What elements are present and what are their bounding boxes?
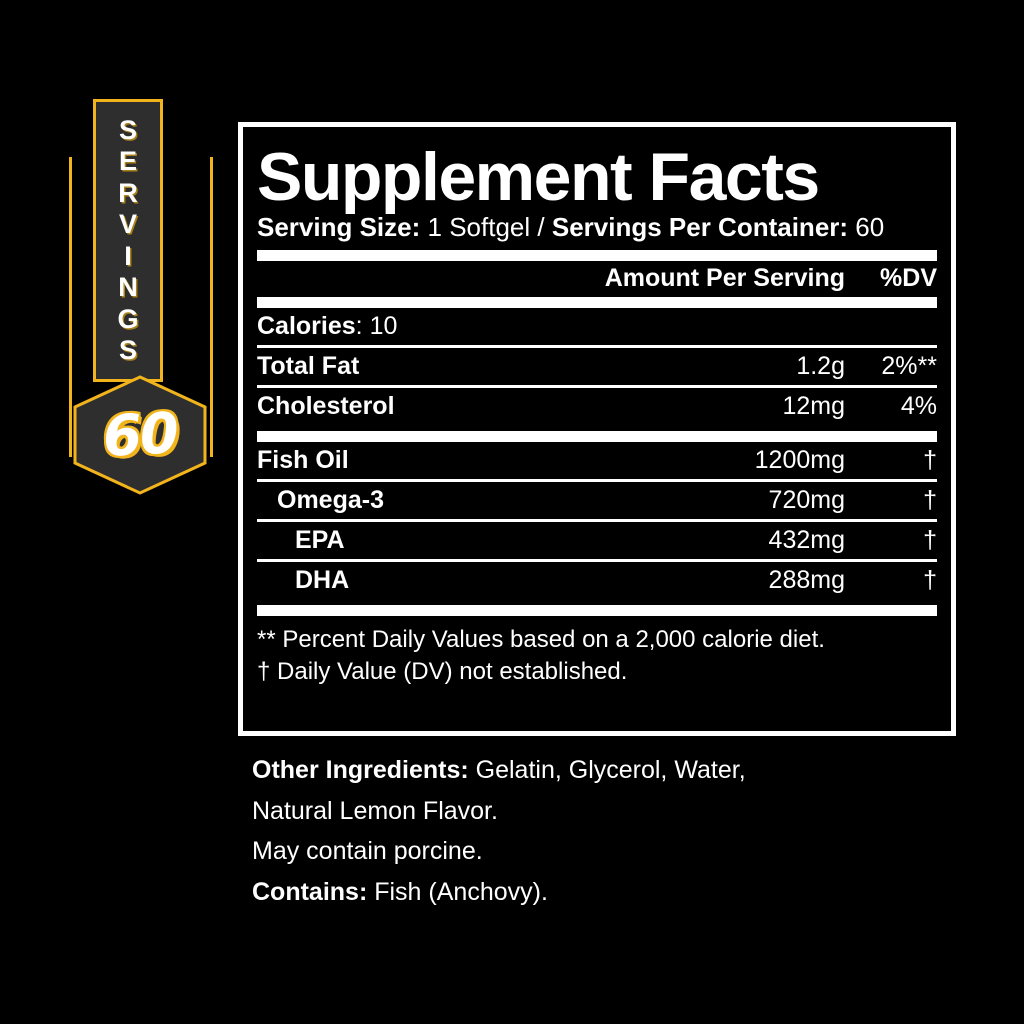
table-row: Fish Oil 1200mg † — [257, 442, 937, 479]
nutrient-dv: † — [923, 565, 937, 594]
footnote-percent-dv: ** Percent Daily Values based on a 2,000… — [257, 625, 825, 653]
ribbon-letter: N — [118, 272, 138, 303]
table-row: Omega-3 720mg † — [257, 482, 937, 519]
nutrient-dv: † — [923, 485, 937, 514]
nutrient-amount: 720mg — [768, 485, 845, 514]
nutrient-amount: 432mg — [768, 525, 845, 554]
ribbon-letter: I — [124, 240, 132, 271]
nutrient-name: Total Fat — [257, 351, 360, 380]
other-ingredients-block: Other Ingredients: Gelatin, Glycerol, Wa… — [252, 750, 972, 912]
other-ingredients-line-2: Natural Lemon Flavor. — [252, 796, 498, 825]
nutrient-dv: 4% — [900, 391, 937, 420]
column-header-row: Amount Per Serving %DV — [257, 261, 937, 297]
nutrient-dv: † — [923, 445, 937, 474]
nutrient-name: EPA — [295, 525, 345, 554]
nutrient-name: Fish Oil — [257, 445, 349, 474]
nutrient-amount: 288mg — [768, 565, 845, 594]
servings-badge: S E R V I N G S 60 — [62, 95, 220, 505]
servings-count-value: 60 — [101, 400, 179, 470]
servings-per-container-label: Servings Per Container: — [551, 212, 849, 242]
nutrient-dv: 2%** — [881, 351, 937, 380]
servings-per-container-value: 60 — [855, 212, 885, 242]
serving-size-label: Serving Size: — [257, 212, 421, 242]
row-rule — [257, 478, 937, 482]
nutrient-amount: 12mg — [782, 391, 845, 420]
nutrient-name: Cholesterol — [257, 391, 395, 420]
nutrient-dv: † — [923, 525, 937, 554]
ribbon-letter: S — [118, 114, 137, 145]
column-header-amount: Amount Per Serving — [604, 263, 846, 292]
table-row: EPA 432mg † — [257, 522, 937, 559]
serving-size-line: Serving Size: 1 Softgel / Servings Per C… — [257, 212, 937, 243]
calories-value: : 10 — [355, 311, 398, 340]
separator-bar-mid — [257, 430, 937, 442]
serving-size-value: 1 Softgel — [427, 212, 531, 242]
column-header-dv: %DV — [880, 263, 938, 292]
ribbon-letter: V — [118, 209, 137, 240]
page-title: Supplement Facts — [257, 139, 820, 215]
nutrient-amount: 1200mg — [754, 445, 845, 474]
nutrient-name: DHA — [295, 565, 350, 594]
other-ingredients-value: Gelatin, Glycerol, Water, — [475, 756, 746, 784]
separator-bar-top — [257, 249, 937, 261]
row-rule — [257, 518, 937, 522]
contains-label: Contains: — [252, 877, 368, 906]
ribbon-letter: R — [118, 177, 138, 208]
other-ingredients-line-1: Other Ingredients: Gelatin, Glycerol, Wa… — [252, 750, 972, 791]
ribbon-letter: E — [118, 146, 137, 177]
serving-separator: / — [537, 212, 545, 242]
ribbon-letter: G — [117, 303, 139, 334]
contains-value: Fish (Anchovy). — [374, 877, 548, 906]
nutrient-name: Omega-3 — [277, 485, 384, 514]
row-rule — [257, 384, 937, 388]
table-row: Total Fat 1.2g 2%** — [257, 348, 937, 385]
supplement-facts-panel: Supplement Facts Serving Size: 1 Softgel… — [238, 122, 956, 736]
hexagon-shape-icon — [73, 375, 207, 495]
other-ingredients-label: Other Ingredients: — [252, 756, 469, 784]
table-row: DHA 288mg † — [257, 562, 937, 599]
ribbon-letter: S — [118, 335, 137, 366]
allergen-line: Contains: Fish (Anchovy). — [252, 872, 972, 913]
table-row: Cholesterol 12mg 4% — [257, 388, 937, 425]
badge-accent-line-right — [210, 157, 213, 457]
nutrient-name: Calories: 10 — [257, 311, 398, 340]
separator-bar-after-headers — [257, 296, 937, 308]
servings-ribbon: S E R V I N G S — [93, 99, 163, 382]
badge-accent-line-left — [69, 157, 72, 457]
nutrient-amount: 1.2g — [796, 351, 845, 380]
row-rule — [257, 344, 937, 348]
row-rule — [257, 558, 937, 562]
table-row-calories: Calories: 10 — [257, 308, 937, 345]
footnote-dagger: † Daily Value (DV) not established. — [257, 657, 628, 685]
other-ingredients-line-3: May contain porcine. — [252, 837, 483, 865]
footnotes: ** Percent Daily Values based on a 2,000… — [257, 616, 937, 687]
servings-hexagon: 60 — [72, 375, 208, 495]
separator-bar-bottom — [257, 604, 937, 616]
servings-count: 60 — [72, 375, 208, 495]
